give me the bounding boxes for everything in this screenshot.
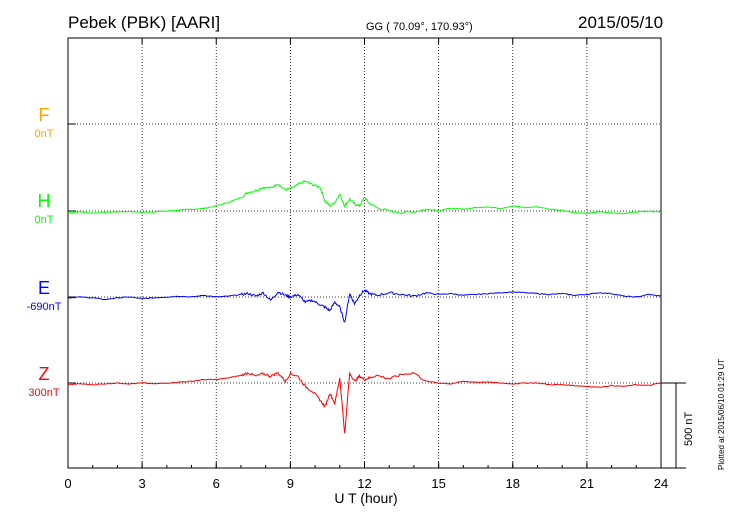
x-tick-label: 24 [654, 476, 668, 491]
x-tick-label: 18 [506, 476, 520, 491]
x-tick-label: 9 [287, 476, 294, 491]
component-labels: F 0nT H 0nT E -690nT Z 300nT [27, 105, 62, 399]
grid [68, 38, 661, 468]
x-axis-label: U T (hour) [334, 490, 397, 506]
x-tick-label: 6 [213, 476, 220, 491]
scale-bar-label: 500 nT [683, 411, 695, 446]
baseline-value-f: 0nT [35, 128, 54, 140]
component-label-e: E [38, 278, 50, 298]
component-label-h: H [38, 191, 51, 211]
series-z-line [67, 371, 662, 434]
station-title: Pebek (PBK) [AARI] [68, 13, 220, 32]
x-tick-label: 15 [431, 476, 445, 491]
x-tick-label: 12 [357, 476, 371, 491]
x-tick-label: 3 [139, 476, 146, 491]
x-tick-label: 0 [64, 476, 71, 491]
series-h-line [67, 180, 662, 215]
coordinates-label: GG ( 70.09°, 170.93°) [366, 21, 473, 33]
plotted-at-note: Plotted at 2015/06/10 01:29 UT [717, 359, 726, 470]
baseline-value-h: 0nT [35, 214, 54, 226]
scale-bar: 500 nT [661, 382, 695, 469]
plot-frame [67, 37, 662, 469]
x-tick-label: 21 [580, 476, 594, 491]
baseline-value-z: 300nT [28, 387, 59, 399]
component-label-f: F [39, 105, 50, 125]
date-label: 2015/05/10 [578, 13, 663, 32]
traces [67, 180, 662, 434]
baseline-value-e: -690nT [27, 301, 62, 313]
component-label-z: Z [39, 364, 50, 384]
series-e-line [67, 289, 662, 323]
x-ticks: 0 3 6 9 12 15 18 21 24 [64, 38, 668, 491]
